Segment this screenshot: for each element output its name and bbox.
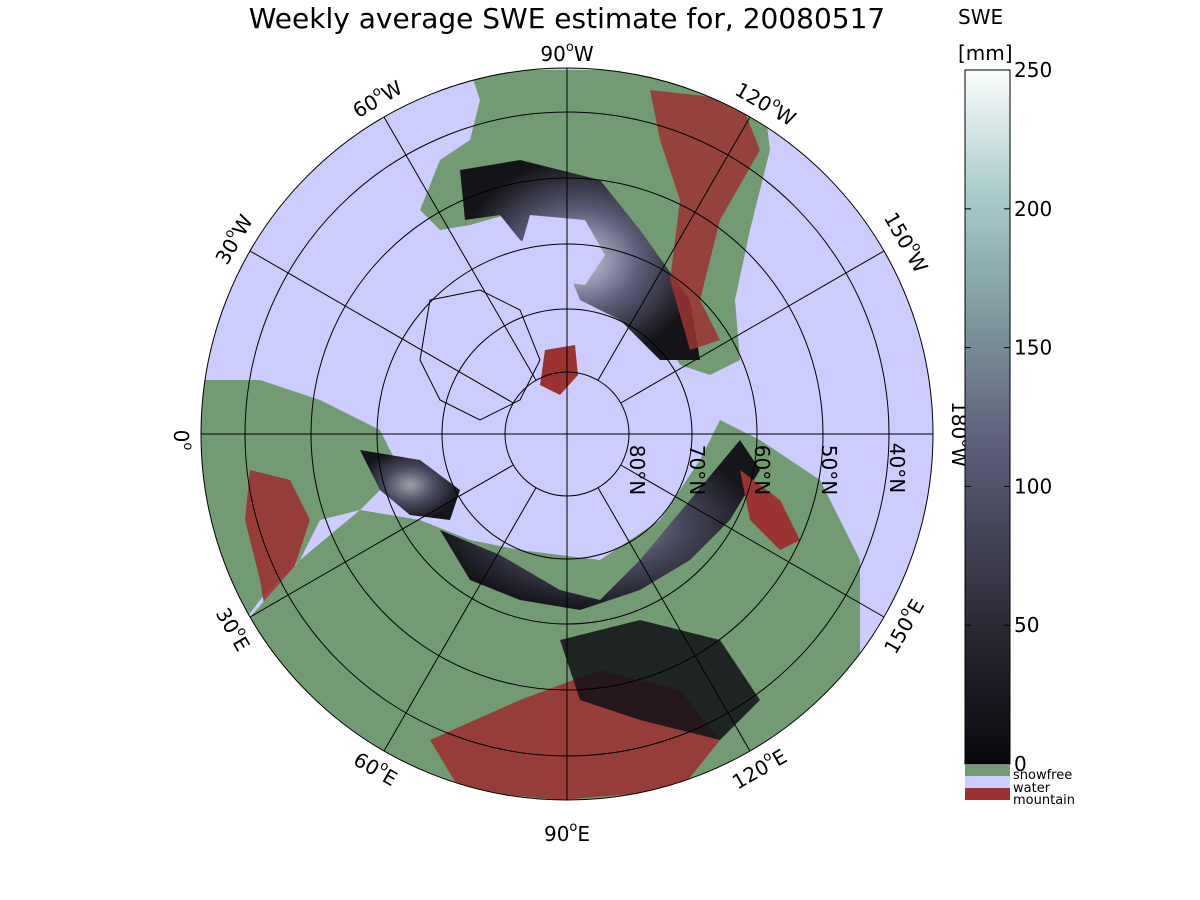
map-border bbox=[200, 67, 934, 801]
latitude-label: 50°N bbox=[817, 445, 841, 495]
latitude-label: 70°N bbox=[685, 445, 709, 495]
latitude-label: 60°N bbox=[750, 445, 774, 495]
colorbar-gradient bbox=[964, 69, 1011, 765]
longitude-label: 90oE bbox=[544, 820, 590, 846]
colorbar-tick-label: 150 bbox=[1014, 336, 1052, 360]
siberia-snow bbox=[440, 440, 760, 610]
latitude-label: 40°N bbox=[885, 443, 909, 493]
legend-swatch-mountain bbox=[965, 788, 1010, 800]
meridian-line bbox=[383, 116, 537, 381]
colorbar-tick-label: 200 bbox=[1014, 197, 1052, 221]
meridian-line bbox=[249, 464, 514, 618]
colorbar-tick-label: 100 bbox=[1014, 474, 1052, 498]
meridian-line bbox=[620, 250, 885, 404]
rockies-mountain bbox=[650, 90, 760, 350]
east-asia-snow bbox=[560, 620, 760, 740]
longitude-label: 0o bbox=[170, 430, 196, 451]
legend-swatch-snowfree bbox=[965, 765, 1010, 776]
legend-swatch-water bbox=[965, 776, 1010, 788]
meridian-line bbox=[620, 464, 885, 618]
legend-label-snowfree: snowfree bbox=[1013, 768, 1072, 783]
meridian-line bbox=[597, 487, 751, 752]
scandinavia-snow bbox=[360, 450, 460, 520]
colorbar-label-swe: SWE bbox=[958, 5, 1003, 29]
svalbard-mountain bbox=[540, 345, 578, 395]
map-title: Weekly average SWE estimate for, 2008051… bbox=[249, 2, 885, 35]
latitude-label: 80°N bbox=[625, 445, 649, 495]
graticule bbox=[201, 68, 933, 800]
map-disk bbox=[201, 68, 933, 800]
meridian-line bbox=[249, 250, 514, 404]
hudson-bay bbox=[520, 215, 605, 285]
meridian-line bbox=[597, 116, 751, 381]
meridian-line bbox=[383, 487, 537, 752]
colorbar-label-units: [mm] bbox=[958, 41, 1013, 65]
colorbar-tick-label: 50 bbox=[1014, 613, 1039, 637]
longitude-label: 90oW bbox=[540, 40, 593, 66]
colorbar-tick-label: 250 bbox=[1014, 58, 1052, 82]
colorbar-tick-label: 0 bbox=[1014, 752, 1027, 776]
colorbar-ticks: 0 50 100 150 200 250 bbox=[965, 58, 1052, 776]
latitude-labels: 80°N 70°N 60°N 50°N 40°N bbox=[625, 443, 909, 495]
legend-label-water: water bbox=[1013, 781, 1051, 796]
kamchatka-mountain bbox=[740, 470, 800, 550]
legend-label-mountain: mountain bbox=[1013, 793, 1075, 808]
